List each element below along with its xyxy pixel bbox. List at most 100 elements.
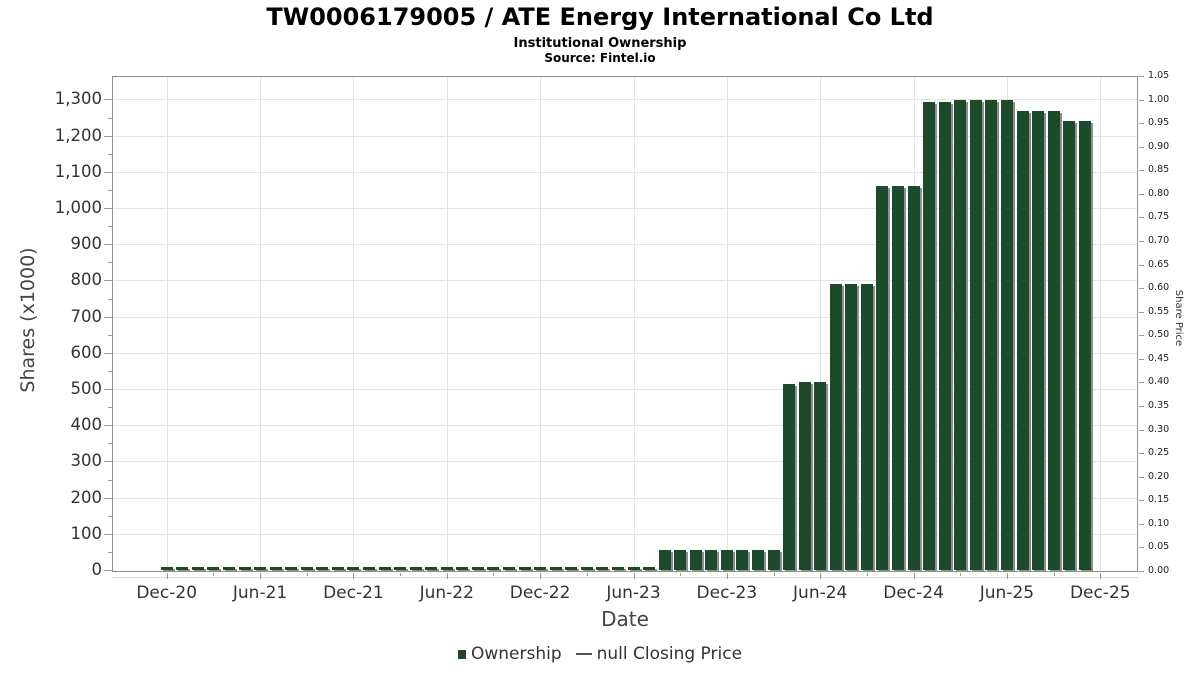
- y2-tick: [1139, 170, 1144, 172]
- x-tick: [353, 573, 355, 579]
- y2-tick-label: 0.55: [1148, 305, 1170, 317]
- x-tick: [260, 573, 262, 579]
- y-tick: [104, 461, 112, 463]
- x-tick: [540, 573, 542, 579]
- ownership-bar: [736, 550, 749, 570]
- y2-tick: [1139, 193, 1144, 195]
- gridline-h: [113, 135, 1137, 137]
- ownership-bar: [689, 550, 702, 570]
- ownership-bar: [238, 567, 251, 570]
- y-tick: [104, 497, 112, 499]
- y2-tick: [1139, 429, 1144, 431]
- y-tick-label: 100: [70, 523, 103, 543]
- gridline-h: [113, 99, 1137, 101]
- ownership-bar: [191, 567, 204, 570]
- y-tick: [104, 171, 112, 173]
- ownership-bar: [534, 567, 547, 570]
- ownership-bar: [440, 567, 453, 570]
- x-tick: [726, 573, 728, 579]
- y2-tick: [1139, 358, 1144, 360]
- x-minor-tick: [773, 573, 775, 576]
- ownership-bar: [1047, 110, 1060, 570]
- y-minor-tick: [108, 298, 112, 300]
- ownership-bar: [829, 284, 842, 570]
- y-tick-label: 700: [70, 306, 103, 326]
- y2-tick-label: 0.10: [1148, 517, 1170, 529]
- closing-price-series-marker-icon: [575, 653, 592, 655]
- ownership-bar: [720, 550, 733, 570]
- y-minor-tick: [108, 226, 112, 228]
- ownership-bar: [1016, 111, 1029, 570]
- y2-tick: [1139, 217, 1144, 219]
- x-minor-tick: [680, 573, 682, 576]
- y-tick-label: 200: [70, 487, 103, 507]
- x-axis-title: Date: [601, 607, 649, 631]
- ownership-bar: [783, 383, 796, 570]
- ownership-bar: [627, 567, 640, 570]
- y2-tick: [1139, 382, 1144, 384]
- y-tick-label: 1,000: [54, 198, 102, 217]
- y2-tick: [1139, 476, 1144, 478]
- gridline-v: [726, 77, 728, 571]
- y-tick-label: 900: [70, 234, 103, 254]
- y-minor-tick: [108, 407, 112, 409]
- y2-tick-label: 0.50: [1148, 329, 1170, 341]
- y2-tick-label: 0.95: [1148, 117, 1170, 129]
- y-tick: [104, 316, 112, 318]
- gridline-h: [113, 533, 1137, 535]
- ownership-bar: [1063, 121, 1076, 570]
- x-tick: [1100, 573, 1102, 579]
- ownership-bar: [285, 567, 298, 570]
- x-minor-tick: [866, 573, 868, 576]
- ownership-bar: [347, 567, 360, 570]
- y2-tick: [1139, 406, 1144, 407]
- gridline-v: [353, 77, 355, 571]
- y-minor-tick: [108, 515, 112, 517]
- x-minor-tick: [400, 573, 402, 576]
- ownership-bar: [596, 567, 609, 570]
- plot-area: [112, 76, 1138, 572]
- gridline-h: [113, 244, 1137, 246]
- ownership-bar: [767, 550, 780, 570]
- ownership-bar: [860, 284, 873, 570]
- y2-tick: [1139, 288, 1144, 290]
- ownership-bar: [269, 567, 282, 570]
- y2-tick-label: 0.80: [1148, 187, 1170, 199]
- legend-item-ownership[interactable]: Ownership: [457, 644, 562, 664]
- x-axis-line: [112, 577, 1139, 578]
- x-tick-label: Jun-25: [979, 583, 1035, 603]
- y2-tick: [1139, 335, 1144, 337]
- ownership-bar: [176, 567, 189, 570]
- y-minor-tick: [108, 153, 112, 155]
- ownership-bar: [503, 567, 516, 570]
- y2-tick-label: 0.45: [1148, 352, 1170, 364]
- y2-tick-label: 0.00: [1148, 565, 1170, 576]
- y-minor-tick: [108, 189, 112, 191]
- y-tick-label: 1,100: [54, 161, 102, 181]
- ownership-bar: [222, 567, 235, 570]
- y-tick: [104, 99, 112, 101]
- x-tick: [446, 573, 448, 579]
- ownership-bar: [565, 567, 578, 570]
- y2-tick: [1139, 99, 1144, 101]
- ownership-bar: [518, 567, 531, 570]
- y2-tick: [1139, 547, 1144, 549]
- legend-item-closing-price[interactable]: null Closing Price: [575, 644, 742, 664]
- x-minor-tick: [213, 573, 215, 576]
- x-tick-label: Jun-21: [232, 583, 288, 603]
- ownership-bar: [1000, 100, 1013, 570]
- ownership-bar: [876, 186, 889, 570]
- y2-tick: [1139, 123, 1144, 125]
- ownership-bar: [643, 567, 656, 570]
- y-minor-tick: [108, 551, 112, 553]
- x-tick-label: Jun-23: [606, 583, 661, 603]
- y2-tick: [1139, 76, 1144, 78]
- chart-source: Source: Fintel.io: [544, 51, 656, 65]
- gridline-v: [820, 77, 822, 571]
- x-tick: [166, 573, 168, 579]
- ownership-bar: [487, 567, 500, 570]
- y2-tick-label: 0.65: [1148, 258, 1170, 270]
- y2-tick-label: 0.15: [1148, 494, 1170, 506]
- y-tick-label: 400: [70, 415, 103, 435]
- y2-tick: [1139, 453, 1144, 455]
